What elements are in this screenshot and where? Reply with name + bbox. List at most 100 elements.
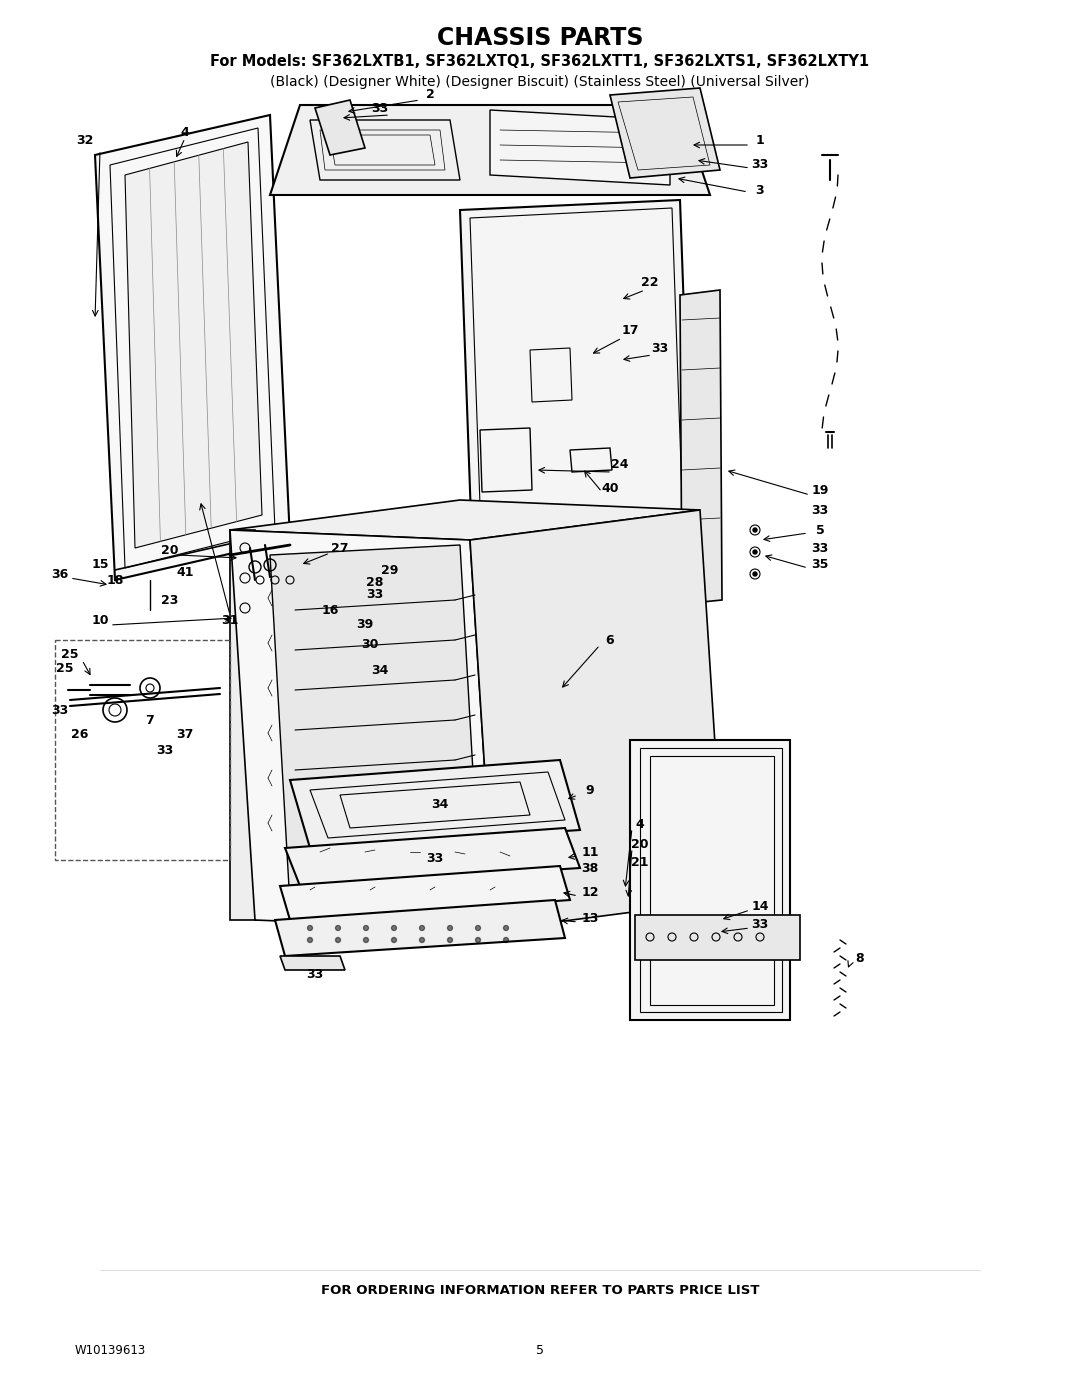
Text: 1: 1 bbox=[756, 134, 765, 147]
Text: (Black) (Designer White) (Designer Biscuit) (Stainless Steel) (Universal Silver): (Black) (Designer White) (Designer Biscu… bbox=[270, 75, 810, 89]
Polygon shape bbox=[275, 900, 565, 956]
Text: 25: 25 bbox=[62, 648, 79, 662]
Polygon shape bbox=[610, 88, 720, 177]
Text: 16: 16 bbox=[322, 604, 339, 616]
Text: 41: 41 bbox=[176, 566, 193, 578]
Circle shape bbox=[364, 925, 368, 930]
Text: 14: 14 bbox=[752, 900, 769, 912]
Text: 33: 33 bbox=[811, 503, 828, 517]
Polygon shape bbox=[230, 529, 275, 921]
Text: FOR ORDERING INFORMATION REFER TO PARTS PRICE LIST: FOR ORDERING INFORMATION REFER TO PARTS … bbox=[321, 1284, 759, 1296]
Text: 6: 6 bbox=[606, 633, 615, 647]
Text: 20: 20 bbox=[161, 543, 179, 556]
Text: 9: 9 bbox=[585, 784, 594, 796]
Circle shape bbox=[447, 937, 453, 943]
Text: 22: 22 bbox=[642, 275, 659, 289]
Polygon shape bbox=[280, 956, 345, 970]
Polygon shape bbox=[270, 105, 710, 196]
Text: 4: 4 bbox=[636, 819, 645, 831]
Polygon shape bbox=[291, 760, 580, 848]
Circle shape bbox=[336, 937, 340, 943]
Circle shape bbox=[419, 937, 424, 943]
Text: 36: 36 bbox=[52, 569, 69, 581]
Polygon shape bbox=[95, 115, 291, 580]
Polygon shape bbox=[230, 500, 700, 541]
Text: 11: 11 bbox=[581, 845, 598, 859]
Text: 26: 26 bbox=[71, 728, 89, 742]
Polygon shape bbox=[460, 200, 696, 630]
Text: 31: 31 bbox=[221, 613, 239, 626]
Text: 12: 12 bbox=[581, 887, 598, 900]
Polygon shape bbox=[280, 866, 570, 921]
Text: 33: 33 bbox=[372, 102, 389, 115]
Circle shape bbox=[503, 937, 509, 943]
Text: 33: 33 bbox=[307, 968, 324, 982]
Text: 19: 19 bbox=[811, 483, 828, 496]
Text: 37: 37 bbox=[176, 728, 193, 742]
Polygon shape bbox=[680, 291, 723, 604]
Text: 27: 27 bbox=[332, 542, 349, 555]
Circle shape bbox=[336, 925, 340, 930]
Polygon shape bbox=[285, 828, 580, 886]
Text: 7: 7 bbox=[146, 714, 154, 726]
Circle shape bbox=[364, 937, 368, 943]
Text: 24: 24 bbox=[611, 458, 629, 472]
Text: W10139613: W10139613 bbox=[75, 1344, 146, 1356]
Circle shape bbox=[391, 925, 396, 930]
Text: 20: 20 bbox=[631, 838, 649, 852]
Text: 33: 33 bbox=[752, 158, 769, 172]
Circle shape bbox=[753, 550, 757, 555]
Text: 5: 5 bbox=[536, 1344, 544, 1356]
Text: 33: 33 bbox=[157, 743, 174, 757]
Text: 13: 13 bbox=[581, 912, 598, 925]
Text: 18: 18 bbox=[106, 574, 124, 587]
Circle shape bbox=[419, 925, 424, 930]
Text: 33: 33 bbox=[811, 542, 828, 555]
Text: 5: 5 bbox=[815, 524, 824, 536]
Text: 34: 34 bbox=[431, 799, 448, 812]
Text: 21: 21 bbox=[631, 855, 649, 869]
Text: 2: 2 bbox=[426, 88, 434, 102]
Circle shape bbox=[308, 925, 312, 930]
Polygon shape bbox=[315, 101, 365, 155]
Circle shape bbox=[391, 937, 396, 943]
Polygon shape bbox=[630, 740, 789, 1020]
Text: 39: 39 bbox=[356, 619, 374, 631]
Circle shape bbox=[503, 925, 509, 930]
Text: 38: 38 bbox=[581, 862, 598, 875]
Text: 33: 33 bbox=[427, 852, 444, 865]
Polygon shape bbox=[635, 915, 800, 960]
Text: 3: 3 bbox=[756, 183, 765, 197]
Polygon shape bbox=[270, 545, 480, 905]
Text: 29: 29 bbox=[381, 563, 399, 577]
Text: 34: 34 bbox=[372, 664, 389, 676]
Circle shape bbox=[753, 571, 757, 576]
Text: 4: 4 bbox=[180, 126, 189, 138]
Circle shape bbox=[447, 925, 453, 930]
Text: 10: 10 bbox=[91, 613, 109, 626]
Text: 17: 17 bbox=[621, 324, 638, 337]
Text: 25: 25 bbox=[56, 662, 73, 675]
Text: 35: 35 bbox=[811, 559, 828, 571]
Text: 33: 33 bbox=[651, 341, 669, 355]
Text: For Models: SF362LXTB1, SF362LXTQ1, SF362LXTT1, SF362LXTS1, SF362LXTY1: For Models: SF362LXTB1, SF362LXTQ1, SF36… bbox=[211, 54, 869, 70]
Polygon shape bbox=[470, 510, 725, 930]
Text: 40: 40 bbox=[602, 482, 619, 495]
Text: 33: 33 bbox=[52, 704, 69, 717]
Text: 23: 23 bbox=[161, 594, 178, 606]
Text: CHASSIS PARTS: CHASSIS PARTS bbox=[436, 27, 644, 50]
Text: 28: 28 bbox=[366, 576, 383, 588]
Circle shape bbox=[753, 528, 757, 532]
Text: 8: 8 bbox=[855, 951, 864, 964]
Circle shape bbox=[475, 937, 481, 943]
Polygon shape bbox=[490, 110, 670, 184]
Text: 32: 32 bbox=[77, 134, 94, 147]
Circle shape bbox=[308, 937, 312, 943]
Polygon shape bbox=[230, 529, 495, 930]
Circle shape bbox=[475, 925, 481, 930]
Polygon shape bbox=[125, 142, 262, 548]
Text: 30: 30 bbox=[362, 638, 379, 651]
Text: 33: 33 bbox=[366, 588, 383, 602]
Text: 15: 15 bbox=[91, 559, 109, 571]
Text: 33: 33 bbox=[752, 918, 769, 930]
